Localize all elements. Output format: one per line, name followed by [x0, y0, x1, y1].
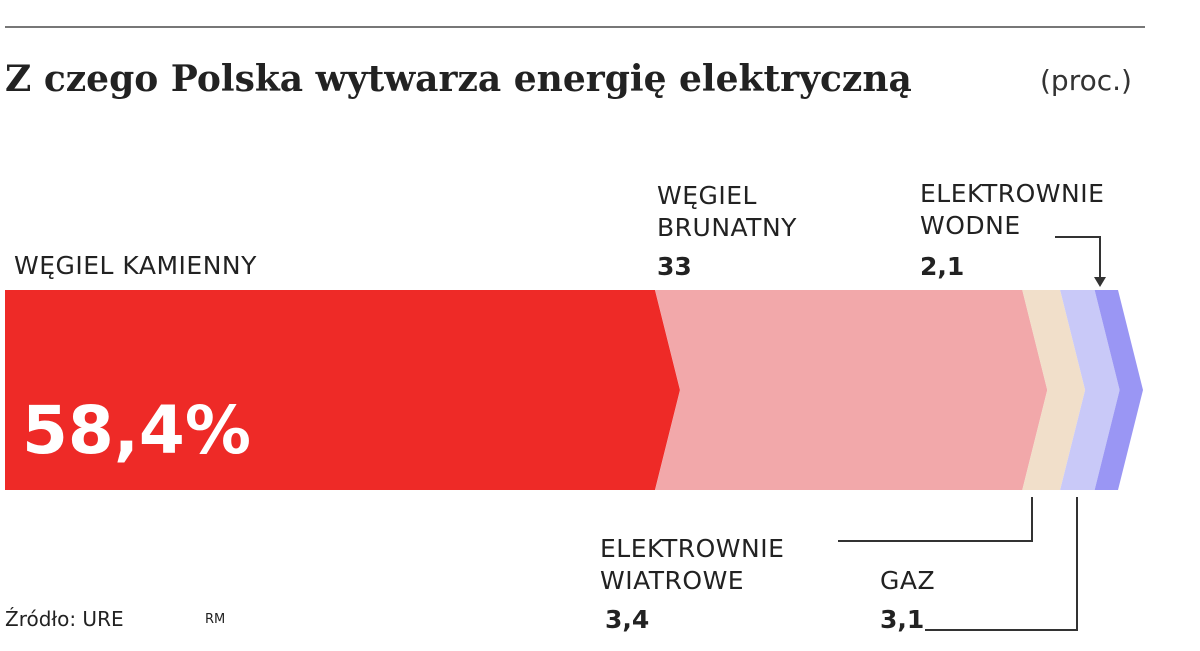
source: Źródło: URE — [5, 607, 124, 631]
connector — [925, 497, 1078, 631]
arrowhead — [1094, 277, 1106, 287]
credit: RM — [205, 612, 226, 627]
category-label: GAZ — [880, 566, 936, 595]
category-label: ELEKTROWNIE WODNE — [920, 179, 1105, 240]
value-label: 2,1 — [920, 252, 965, 281]
bar-segment — [654, 290, 1048, 490]
category-label: ELEKTROWNIE WIATROWE — [600, 534, 785, 595]
chart-subtitle: (proc.) — [1040, 64, 1132, 97]
bar-segment — [1060, 290, 1120, 490]
category-label: WĘGIEL KAMIENNY — [14, 251, 257, 280]
value-label: 3,1 — [880, 605, 925, 634]
connector — [1055, 236, 1101, 283]
value-label: 58,4% — [22, 392, 251, 469]
chart-title: Z czego Polska wytwarza energię elektryc… — [5, 58, 912, 100]
value-label: 33 — [657, 252, 692, 281]
category-label: WĘGIEL BRUNATNY — [657, 181, 797, 242]
bar-segment — [5, 290, 680, 490]
bar-segment — [1094, 290, 1143, 490]
bar-segment — [1022, 290, 1086, 490]
connector — [838, 497, 1033, 542]
connectors — [838, 236, 1101, 631]
value-label: 3,4 — [605, 605, 650, 634]
